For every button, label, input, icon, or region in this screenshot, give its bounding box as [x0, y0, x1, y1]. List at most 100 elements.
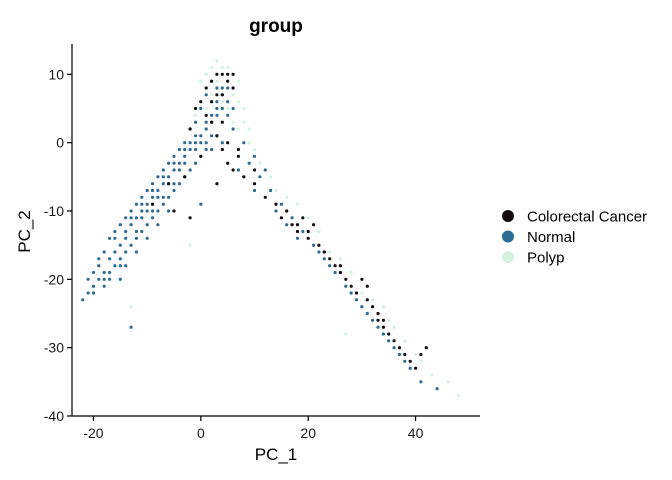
- point-polyp: [344, 332, 348, 336]
- point-normal: [247, 161, 251, 165]
- point-normal: [231, 127, 235, 131]
- point-normal: [177, 147, 181, 152]
- point-normal: [102, 284, 106, 288]
- point-polyp: [236, 79, 240, 83]
- chart-title: group: [249, 16, 303, 37]
- point-polyp: [338, 257, 342, 261]
- point-colorectal-cancer: [210, 100, 214, 104]
- point-normal: [118, 264, 122, 268]
- point-normal: [140, 229, 144, 234]
- point-colorectal-cancer: [360, 277, 364, 281]
- point-polyp: [328, 250, 332, 254]
- point-colorectal-cancer: [419, 352, 423, 357]
- point-normal: [365, 311, 369, 316]
- point-normal: [167, 161, 171, 165]
- point-colorectal-cancer: [252, 168, 257, 172]
- point-normal: [108, 257, 112, 261]
- y-tick-label: -40: [44, 408, 64, 424]
- point-polyp: [392, 325, 396, 329]
- point-normal: [226, 86, 230, 90]
- point-polyp: [371, 298, 375, 302]
- legend-label: Colorectal Cancer: [527, 209, 647, 226]
- point-normal: [140, 209, 144, 213]
- point-normal: [210, 147, 214, 152]
- point-normal: [113, 229, 117, 234]
- point-colorectal-cancer: [344, 277, 348, 281]
- point-polyp: [456, 393, 461, 398]
- point-colorectal-cancer: [285, 209, 289, 213]
- point-colorectal-cancer: [349, 284, 353, 288]
- point-normal: [188, 147, 192, 152]
- point-normal: [188, 141, 192, 145]
- point-normal: [193, 120, 198, 124]
- point-colorectal-cancer: [226, 141, 230, 145]
- point-normal: [140, 202, 144, 206]
- point-polyp: [199, 79, 203, 83]
- point-normal: [113, 264, 117, 268]
- y-tick-label: -30: [44, 340, 64, 356]
- point-normal: [354, 298, 359, 302]
- point-normal: [193, 134, 198, 138]
- point-colorectal-cancer: [220, 93, 224, 97]
- point-normal: [140, 216, 144, 220]
- point-polyp: [242, 106, 246, 111]
- point-normal: [129, 243, 133, 247]
- point-colorectal-cancer: [338, 270, 342, 275]
- point-normal: [177, 161, 181, 165]
- point-normal: [145, 202, 149, 206]
- y-axis-title: PC_2: [15, 210, 34, 253]
- point-polyp: [236, 100, 240, 104]
- point-normal: [129, 325, 133, 329]
- point-normal: [193, 141, 198, 145]
- legend-label: Normal: [527, 229, 575, 246]
- point-normal: [129, 209, 133, 213]
- point-polyp: [285, 195, 289, 199]
- y-tick-label: -10: [44, 203, 64, 219]
- point-normal: [199, 134, 203, 138]
- point-normal: [403, 359, 407, 363]
- point-normal: [150, 182, 155, 186]
- point-normal: [161, 202, 165, 206]
- point-colorectal-cancer: [183, 175, 187, 179]
- point-polyp: [381, 305, 385, 309]
- point-normal: [108, 270, 112, 275]
- point-colorectal-cancer: [354, 291, 359, 295]
- point-colorectal-cancer: [231, 72, 235, 76]
- point-normal: [193, 161, 198, 165]
- point-colorectal-cancer: [263, 195, 267, 199]
- point-normal: [81, 298, 85, 302]
- point-normal: [419, 380, 423, 384]
- point-normal: [140, 195, 144, 199]
- point-colorectal-cancer: [424, 346, 428, 350]
- point-colorectal-cancer: [252, 182, 257, 186]
- point-normal: [263, 168, 267, 172]
- point-normal: [134, 250, 138, 254]
- point-normal: [204, 127, 208, 131]
- point-colorectal-cancer: [338, 264, 342, 268]
- point-normal: [102, 277, 106, 281]
- legend-key-colorectal-cancer: [502, 210, 514, 222]
- point-normal: [220, 86, 224, 90]
- point-normal: [349, 291, 353, 295]
- point-normal: [301, 229, 305, 234]
- point-normal: [161, 195, 165, 199]
- point-colorectal-cancer: [376, 311, 380, 316]
- legend-key-normal: [502, 230, 514, 243]
- point-normal: [204, 120, 208, 124]
- point-polyp: [446, 380, 450, 384]
- point-colorectal-cancer: [312, 223, 316, 227]
- point-normal: [376, 325, 380, 329]
- point-polyp: [210, 93, 214, 97]
- point-colorectal-cancer: [226, 161, 230, 165]
- point-polyp: [317, 229, 321, 234]
- point-colorectal-cancer: [306, 229, 310, 234]
- point-normal: [118, 223, 122, 227]
- point-polyp: [258, 161, 262, 165]
- point-normal: [279, 202, 283, 206]
- point-polyp: [360, 291, 364, 295]
- point-normal: [172, 182, 176, 186]
- point-normal: [124, 250, 128, 254]
- point-normal: [97, 264, 101, 268]
- point-colorectal-cancer: [236, 154, 240, 158]
- point-polyp: [204, 106, 208, 111]
